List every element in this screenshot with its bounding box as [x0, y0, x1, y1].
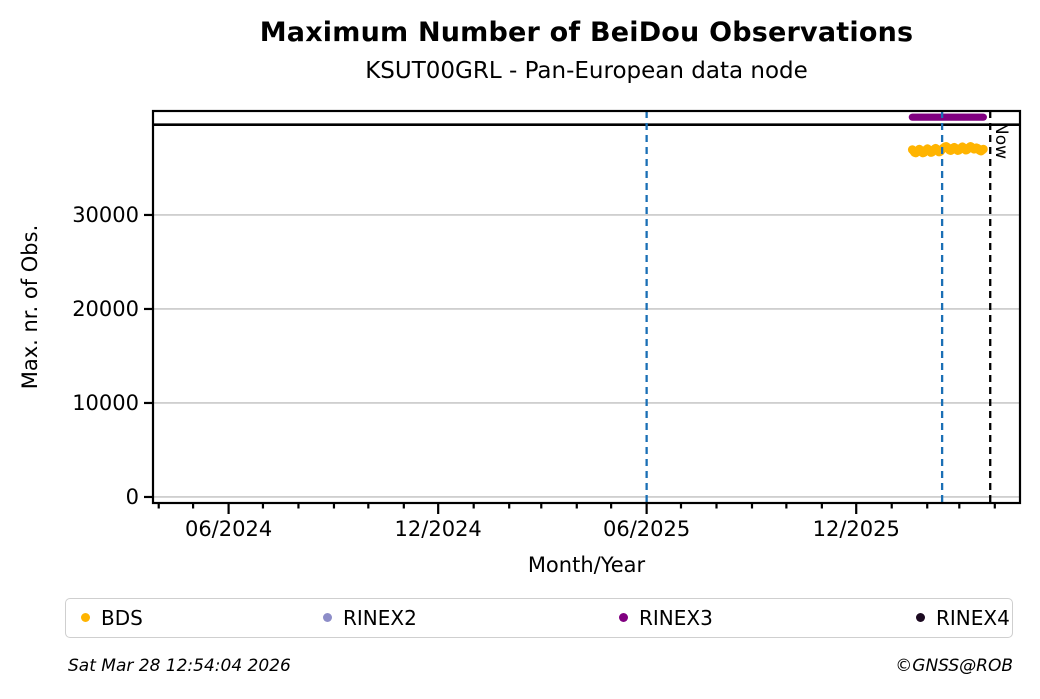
- legend-label-rinex3: RINEX3: [639, 605, 713, 630]
- series-rinex3: [908, 113, 987, 121]
- chart-title: Maximum Number of BeiDou Observations: [259, 17, 914, 48]
- y-tick-label: 20000: [72, 296, 139, 321]
- y-tick-label: 10000: [72, 390, 139, 415]
- axis-ticks: [144, 213, 996, 514]
- x-axis-label: Month/Year: [527, 553, 646, 577]
- rinex4-marker-icon: [916, 613, 925, 622]
- plot-frame: [151, 109, 1022, 505]
- x-tick-label: 06/2025: [603, 517, 691, 541]
- chart-subtitle: KSUT00GRL - Pan-European data node: [365, 58, 808, 84]
- y-axis-label: Max. nr. of Obs.: [18, 224, 42, 390]
- data-point-bds: [978, 144, 988, 154]
- x-tick-label: 12/2024: [394, 517, 482, 541]
- series-bds: [907, 141, 988, 158]
- y-tick-label: 0: [125, 484, 139, 509]
- bds-marker-icon: [81, 613, 90, 622]
- now-line-label: Now: [991, 122, 1012, 160]
- legend-label-rinex2: RINEX2: [343, 605, 417, 630]
- rinex3-marker-icon: [619, 613, 628, 622]
- data-point-rinex3: [979, 113, 987, 121]
- plot-timestamp: Sat Mar 28 12:54:04 2026: [68, 656, 291, 676]
- legend: BDS RINEX2 RINEX3 RINEX4: [65, 598, 1013, 638]
- x-tick-label: 06/2024: [184, 517, 273, 541]
- legend-item-rinex3: RINEX3: [619, 599, 713, 636]
- copyright-text: ©GNSS@ROB: [895, 656, 1013, 676]
- legend-label-rinex4: RINEX4: [936, 605, 1010, 630]
- y-tick-label: 30000: [72, 202, 139, 227]
- legend-item-bds: BDS: [81, 599, 143, 636]
- x-tick-label: 12/2025: [812, 517, 900, 541]
- legend-item-rinex2: RINEX2: [323, 599, 417, 636]
- gridlines: [153, 214, 1020, 498]
- legend-label-bds: BDS: [101, 605, 143, 630]
- legend-item-rinex4: RINEX4: [916, 599, 1010, 636]
- rinex2-marker-icon: [323, 613, 332, 622]
